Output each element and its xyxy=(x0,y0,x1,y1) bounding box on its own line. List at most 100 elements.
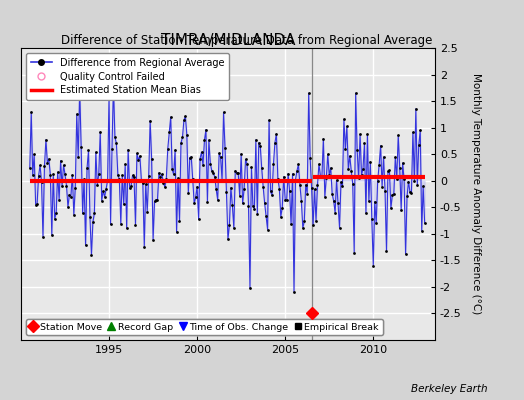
Point xyxy=(165,129,173,136)
Point xyxy=(406,189,414,195)
Point xyxy=(205,137,213,143)
Point xyxy=(394,132,402,138)
Point xyxy=(108,146,116,152)
Point xyxy=(171,147,179,153)
Point xyxy=(184,190,192,197)
Point xyxy=(71,185,80,191)
Point xyxy=(350,250,358,256)
Point xyxy=(249,202,257,209)
Point xyxy=(114,171,122,178)
Point xyxy=(378,184,386,190)
Point xyxy=(315,161,323,167)
Point xyxy=(310,186,319,192)
Point xyxy=(185,154,194,161)
Point xyxy=(253,210,261,217)
Point xyxy=(27,109,36,115)
Point xyxy=(127,183,135,189)
Point xyxy=(300,218,309,225)
Point xyxy=(352,90,360,96)
Point xyxy=(57,158,65,164)
Point xyxy=(72,111,81,117)
Point xyxy=(383,248,391,254)
Y-axis label: Monthly Temperature Anomaly Difference (°C): Monthly Temperature Anomaly Difference (… xyxy=(471,73,481,315)
Point xyxy=(257,165,266,172)
Point xyxy=(125,184,134,191)
Point xyxy=(172,229,181,235)
Point xyxy=(87,252,95,258)
Point xyxy=(119,201,128,207)
Point xyxy=(152,196,160,203)
Point xyxy=(301,182,310,188)
Point xyxy=(215,150,223,156)
Point xyxy=(339,183,347,189)
Point xyxy=(84,147,93,154)
Point xyxy=(319,136,328,142)
Point xyxy=(198,149,206,155)
Point xyxy=(313,182,322,188)
Point xyxy=(196,156,204,162)
Text: Difference of Station Temperature Data from Regional Average: Difference of Station Temperature Data f… xyxy=(61,34,432,47)
Point xyxy=(180,117,188,124)
Point xyxy=(325,172,333,178)
Point xyxy=(118,172,126,178)
Point xyxy=(309,222,317,228)
Point xyxy=(407,189,416,196)
Point xyxy=(326,165,335,171)
Point xyxy=(312,218,320,224)
Point xyxy=(31,202,40,208)
Point xyxy=(43,160,51,166)
Point xyxy=(340,116,348,122)
Point xyxy=(70,212,78,218)
Point xyxy=(235,193,244,199)
Point xyxy=(58,183,66,190)
Point xyxy=(403,193,411,200)
Point xyxy=(348,181,357,187)
Point xyxy=(409,129,417,136)
Point xyxy=(234,170,243,176)
Point xyxy=(191,194,200,200)
Point xyxy=(353,146,362,153)
Point xyxy=(401,251,410,257)
Point xyxy=(45,156,53,162)
Point xyxy=(286,188,294,194)
Point xyxy=(203,198,212,205)
Point xyxy=(149,237,157,243)
Point xyxy=(97,197,106,204)
Point xyxy=(288,171,297,177)
Point xyxy=(111,134,119,140)
Point xyxy=(328,191,336,197)
Point xyxy=(279,173,288,180)
Point xyxy=(303,190,311,197)
Point xyxy=(146,117,155,124)
Point xyxy=(227,184,235,191)
Point xyxy=(190,200,199,207)
Point xyxy=(199,162,207,168)
Point xyxy=(177,140,185,146)
Point xyxy=(37,179,46,185)
Point xyxy=(275,185,283,192)
Point xyxy=(48,232,56,238)
Point xyxy=(282,197,291,203)
Point xyxy=(189,176,197,182)
Point xyxy=(93,182,102,188)
Point xyxy=(64,204,72,210)
Point xyxy=(387,205,395,212)
Point xyxy=(79,210,87,216)
Point xyxy=(264,226,272,233)
Point xyxy=(413,182,421,188)
Point xyxy=(344,166,353,172)
Point xyxy=(375,162,384,168)
Point xyxy=(109,81,117,88)
Point xyxy=(332,177,341,183)
Point xyxy=(410,178,419,184)
Point xyxy=(145,173,153,180)
Point xyxy=(50,216,59,222)
Point xyxy=(240,186,248,192)
Point xyxy=(46,172,54,178)
Point xyxy=(94,171,103,177)
Point xyxy=(187,154,195,160)
Point xyxy=(155,170,163,176)
Point xyxy=(130,174,138,180)
Point xyxy=(101,194,109,200)
Point xyxy=(221,144,229,151)
